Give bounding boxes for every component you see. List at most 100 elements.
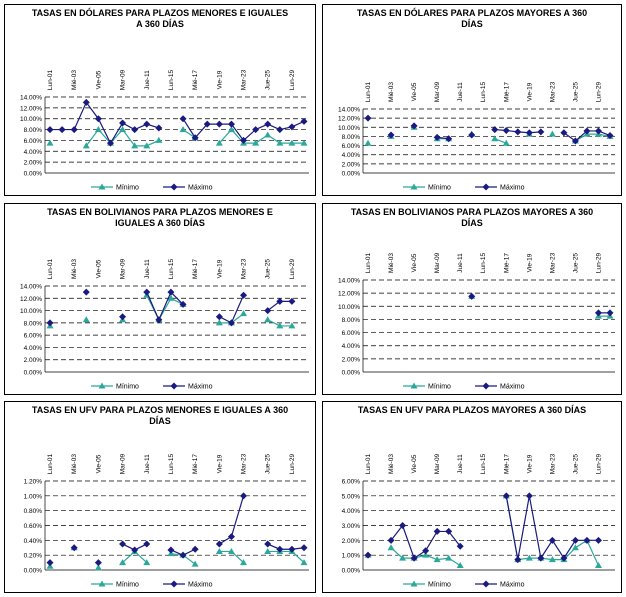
chart-title: TASAS EN UFV PARA PLAZOS MENORES E IGUAL… bbox=[31, 405, 289, 426]
point-maximo bbox=[537, 554, 545, 562]
x-tick-label: Lun-01 bbox=[365, 82, 372, 103]
y-tick-label: 4.00% bbox=[24, 345, 43, 352]
y-tick-label: 14.00% bbox=[338, 278, 360, 285]
legend-minimo: Mínimo bbox=[403, 382, 451, 391]
x-tick-label: Lun-15 bbox=[480, 454, 487, 475]
point-maximo bbox=[106, 139, 114, 147]
x-tick-label: Lun-01 bbox=[365, 253, 372, 274]
legend-maximo: Máximo bbox=[475, 580, 525, 589]
legend-maximo: Máximo bbox=[163, 183, 213, 192]
y-tick-label: 2.00% bbox=[342, 356, 361, 363]
point-maximo bbox=[288, 297, 296, 305]
y-tick-label: 10.00% bbox=[20, 116, 42, 123]
y-tick-label: 12.00% bbox=[20, 105, 42, 112]
x-tick-label: Mar-09 bbox=[434, 252, 441, 273]
legend-label: Máximo bbox=[188, 582, 213, 589]
point-minimo bbox=[491, 135, 499, 142]
point-maximo bbox=[179, 551, 187, 559]
point-maximo bbox=[264, 540, 272, 548]
y-tick-label: 10.00% bbox=[338, 304, 360, 311]
point-minimo bbox=[276, 139, 284, 146]
point-minimo bbox=[433, 556, 441, 563]
series-line-maximo bbox=[146, 291, 184, 322]
x-tick-label: Mar-09 bbox=[120, 69, 127, 90]
point-maximo bbox=[179, 300, 187, 308]
y-tick-label: 4.00% bbox=[342, 152, 361, 159]
x-tick-label: Mié-03 bbox=[388, 454, 395, 474]
x-tick-label: Jue-11 bbox=[457, 253, 464, 273]
point-maximo bbox=[560, 129, 568, 137]
legend-label: Máximo bbox=[188, 384, 213, 391]
x-tick-label: Mar-09 bbox=[120, 258, 127, 279]
panel-ufv-menores: TASAS EN UFV PARA PLAZOS MENORES E IGUAL… bbox=[4, 401, 316, 593]
point-minimo bbox=[571, 544, 579, 551]
chart-bolivianos-menores: 0.00% 2.00% 4.00% 6.00% 8.00% 10.00% 12.00% 14.… bbox=[20, 258, 309, 391]
point-maximo bbox=[58, 126, 66, 134]
x-tick-label: Mar-23 bbox=[241, 453, 248, 474]
point-maximo bbox=[276, 297, 284, 305]
point-maximo bbox=[537, 128, 545, 136]
y-tick-label: 12.00% bbox=[338, 116, 360, 123]
x-tick-label: Lun-29 bbox=[595, 253, 602, 274]
point-maximo bbox=[399, 522, 407, 529]
point-minimo bbox=[399, 554, 407, 561]
point-minimo bbox=[215, 547, 223, 554]
point-maximo bbox=[560, 554, 568, 562]
point-maximo bbox=[364, 114, 372, 122]
x-tick-label: Lun-01 bbox=[47, 70, 54, 91]
point-maximo bbox=[300, 117, 308, 125]
point-minimo bbox=[264, 131, 272, 138]
x-tick-label: Vie-19 bbox=[216, 70, 223, 89]
series-line-maximo bbox=[505, 495, 599, 560]
x-tick-label: Vie-05 bbox=[411, 253, 418, 272]
x-tick-label: Lun-15 bbox=[168, 259, 175, 280]
point-maximo bbox=[227, 533, 235, 541]
point-maximo bbox=[364, 551, 372, 559]
y-tick-label: 8.00% bbox=[342, 317, 361, 324]
point-maximo bbox=[215, 540, 223, 548]
legend-maximo: Máximo bbox=[163, 580, 213, 589]
point-minimo bbox=[143, 559, 151, 566]
point-maximo bbox=[288, 123, 296, 131]
x-tick-label: Vie-19 bbox=[526, 82, 533, 101]
y-tick-label: 0.40% bbox=[24, 538, 43, 545]
point-minimo bbox=[252, 139, 260, 146]
point-maximo bbox=[252, 126, 260, 134]
point-minimo bbox=[288, 139, 296, 146]
point-maximo bbox=[606, 132, 614, 140]
y-tick-label: 5.00% bbox=[342, 493, 361, 500]
point-minimo bbox=[445, 554, 453, 561]
point-maximo bbox=[276, 126, 284, 134]
point-maximo bbox=[94, 115, 102, 123]
x-tick-label: Jue-11 bbox=[144, 70, 151, 90]
point-maximo bbox=[456, 542, 464, 550]
point-maximo bbox=[571, 536, 579, 544]
y-tick-label: 3.00% bbox=[342, 523, 361, 530]
y-tick-label: 2.00% bbox=[24, 357, 43, 364]
x-tick-label: Jue-25 bbox=[572, 82, 579, 102]
point-maximo bbox=[514, 556, 522, 564]
point-minimo bbox=[300, 559, 308, 566]
x-tick-label: Lun-15 bbox=[480, 253, 487, 274]
y-tick-label: 6.00% bbox=[342, 143, 361, 150]
point-minimo bbox=[82, 316, 90, 323]
point-maximo bbox=[215, 313, 223, 321]
y-tick-label: 8.00% bbox=[24, 320, 43, 327]
x-tick-label: Mié-03 bbox=[388, 253, 395, 273]
x-tick-label: Mié-03 bbox=[71, 454, 78, 474]
y-tick-label: 4.00% bbox=[342, 508, 361, 515]
series-line-minimo bbox=[575, 133, 611, 142]
y-tick-label: 0.00% bbox=[24, 370, 43, 377]
x-tick-label: Jue-11 bbox=[457, 454, 464, 474]
legend-label: Máximo bbox=[500, 384, 525, 391]
point-maximo bbox=[131, 546, 139, 554]
point-maximo bbox=[594, 127, 602, 135]
point-maximo bbox=[594, 536, 602, 544]
point-maximo bbox=[525, 492, 533, 500]
point-maximo bbox=[155, 316, 163, 324]
legend-label: Mínimo bbox=[116, 384, 139, 391]
point-maximo bbox=[240, 136, 248, 144]
y-tick-label: 6.00% bbox=[342, 479, 361, 486]
y-tick-label: 1.20% bbox=[24, 479, 43, 486]
point-minimo bbox=[548, 556, 556, 563]
